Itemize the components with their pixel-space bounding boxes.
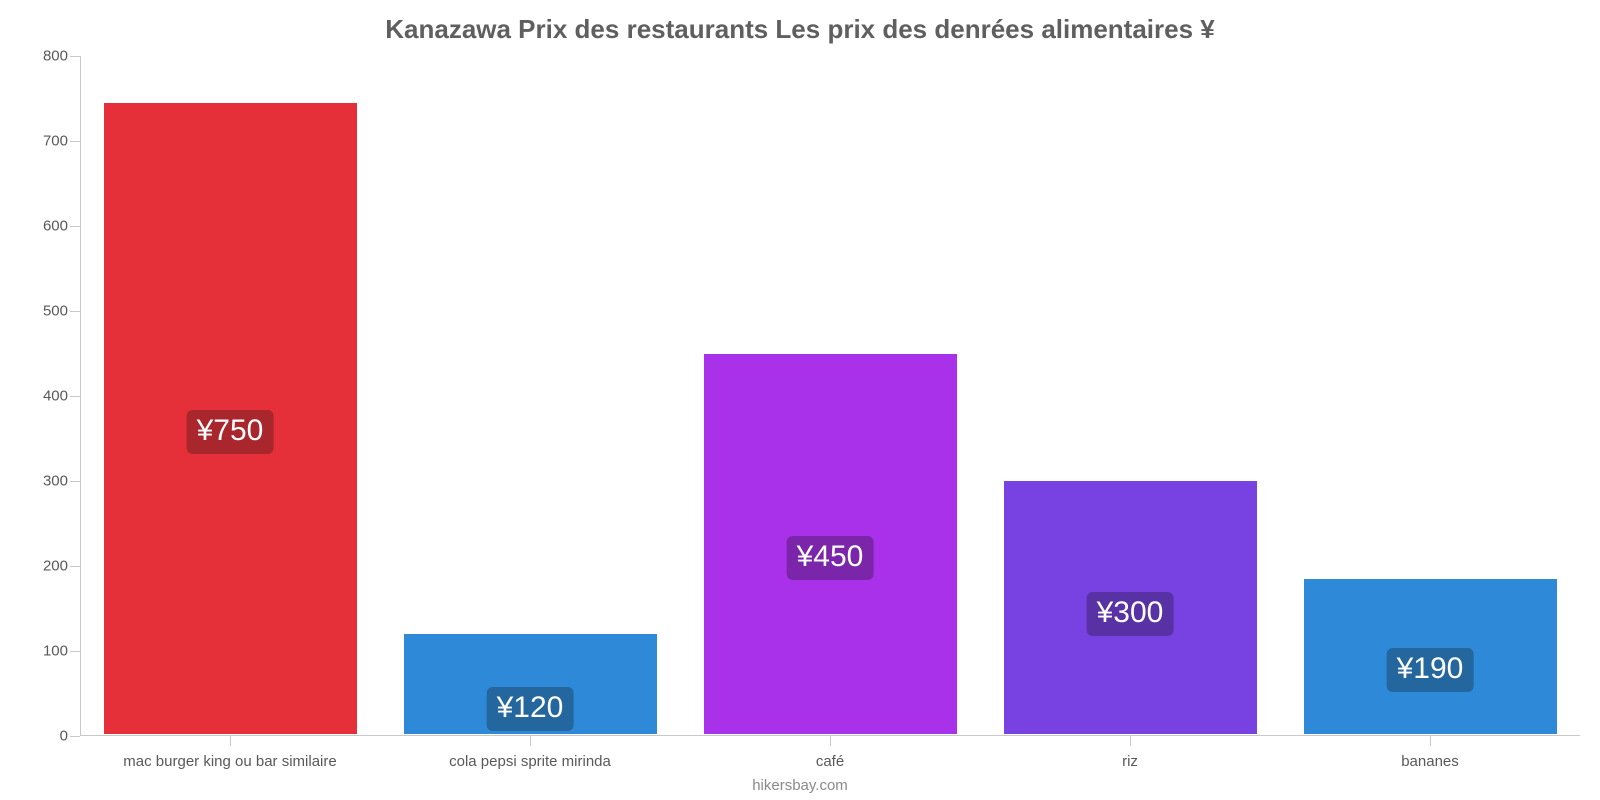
x-tick-label: riz: [1122, 753, 1138, 770]
plot-area: 0100200300400500600700800mac burger king…: [80, 56, 1580, 736]
y-tick: [70, 481, 80, 482]
x-tick-label: café: [816, 753, 844, 770]
value-badge: ¥190: [1387, 648, 1474, 692]
y-tick-label: 100: [20, 643, 68, 660]
value-badge: ¥120: [487, 687, 574, 731]
y-tick-label: 400: [20, 388, 68, 405]
y-tick: [70, 566, 80, 567]
chart-title: Kanazawa Prix des restaurants Les prix d…: [0, 14, 1600, 45]
x-tick: [1430, 736, 1431, 746]
y-tick-label: 800: [20, 48, 68, 65]
y-tick: [70, 651, 80, 652]
x-tick: [830, 736, 831, 746]
value-badge: ¥450: [787, 536, 874, 580]
y-tick: [70, 141, 80, 142]
x-tick-label: cola pepsi sprite mirinda: [449, 753, 611, 770]
chart-footer: hikersbay.com: [0, 777, 1600, 794]
y-tick-label: 700: [20, 133, 68, 150]
y-tick: [70, 736, 80, 737]
chart-container: Kanazawa Prix des restaurants Les prix d…: [0, 0, 1600, 800]
value-badge: ¥750: [187, 410, 274, 454]
x-tick-label: bananes: [1401, 753, 1459, 770]
x-tick-label: mac burger king ou bar similaire: [123, 753, 336, 770]
x-tick: [1130, 736, 1131, 746]
y-tick-label: 300: [20, 473, 68, 490]
y-tick: [70, 311, 80, 312]
y-axis: [80, 56, 81, 736]
x-tick: [530, 736, 531, 746]
y-tick-label: 0: [20, 728, 68, 745]
value-badge: ¥300: [1087, 592, 1174, 636]
y-tick: [70, 226, 80, 227]
y-tick-label: 200: [20, 558, 68, 575]
y-tick-label: 500: [20, 303, 68, 320]
y-tick: [70, 56, 80, 57]
y-tick-label: 600: [20, 218, 68, 235]
x-tick: [230, 736, 231, 746]
y-tick: [70, 396, 80, 397]
